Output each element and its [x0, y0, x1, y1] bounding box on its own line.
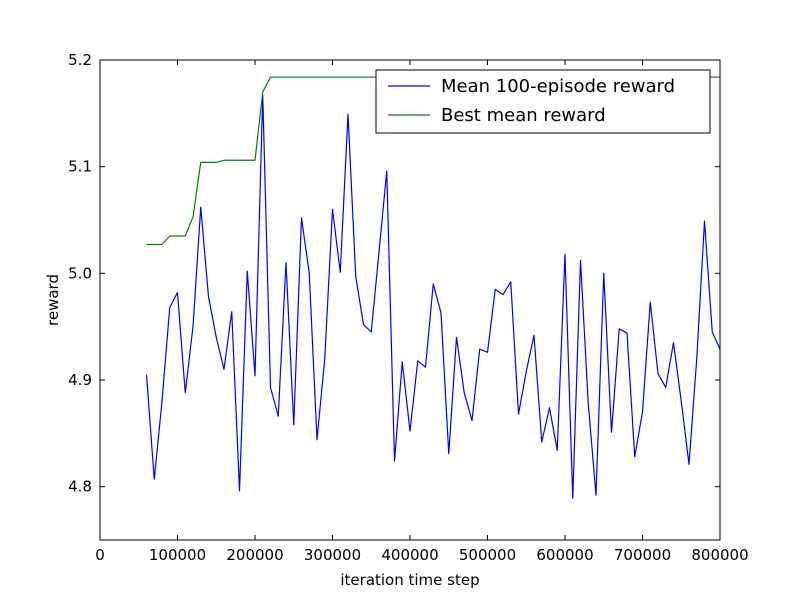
- series-line-mean-reward: [145, 94, 721, 499]
- x-tick-label: 0: [95, 546, 105, 564]
- y-axis-title: reward: [44, 274, 62, 326]
- x-tick-label: 200000: [226, 546, 283, 564]
- x-tick-label: 300000: [304, 546, 361, 564]
- y-tick-label: 4.8: [68, 478, 92, 496]
- legend: Mean 100-episode reward Best mean reward: [375, 69, 711, 134]
- plot-frame: [99, 59, 721, 541]
- series-layer: [145, 76, 721, 499]
- x-tick-label: 800000: [691, 546, 748, 564]
- y-tick-label: 5.1: [68, 158, 92, 176]
- legend-frame: [375, 69, 711, 134]
- tick-layer: 0 100000 200000 300000 400000 500000 600000 700…: [68, 51, 748, 564]
- x-tick-label: 500000: [459, 546, 516, 564]
- legend-label-best-reward: Best mean reward: [441, 105, 606, 126]
- x-axis-title: iteration time step: [340, 571, 479, 589]
- x-tick-label: 700000: [614, 546, 671, 564]
- y-tick-label: 4.9: [68, 371, 92, 389]
- plot-area: [100, 60, 720, 540]
- y-tick-label: 5.0: [68, 264, 92, 282]
- legend-label-mean-reward: Mean 100-episode reward: [441, 76, 675, 97]
- y-tick-label: 5.2: [68, 51, 92, 69]
- x-tick-label: 600000: [536, 546, 593, 564]
- x-tick-label: 100000: [149, 546, 206, 564]
- series-line-best-reward: [146, 76, 720, 246]
- x-tick-label: 400000: [381, 546, 438, 564]
